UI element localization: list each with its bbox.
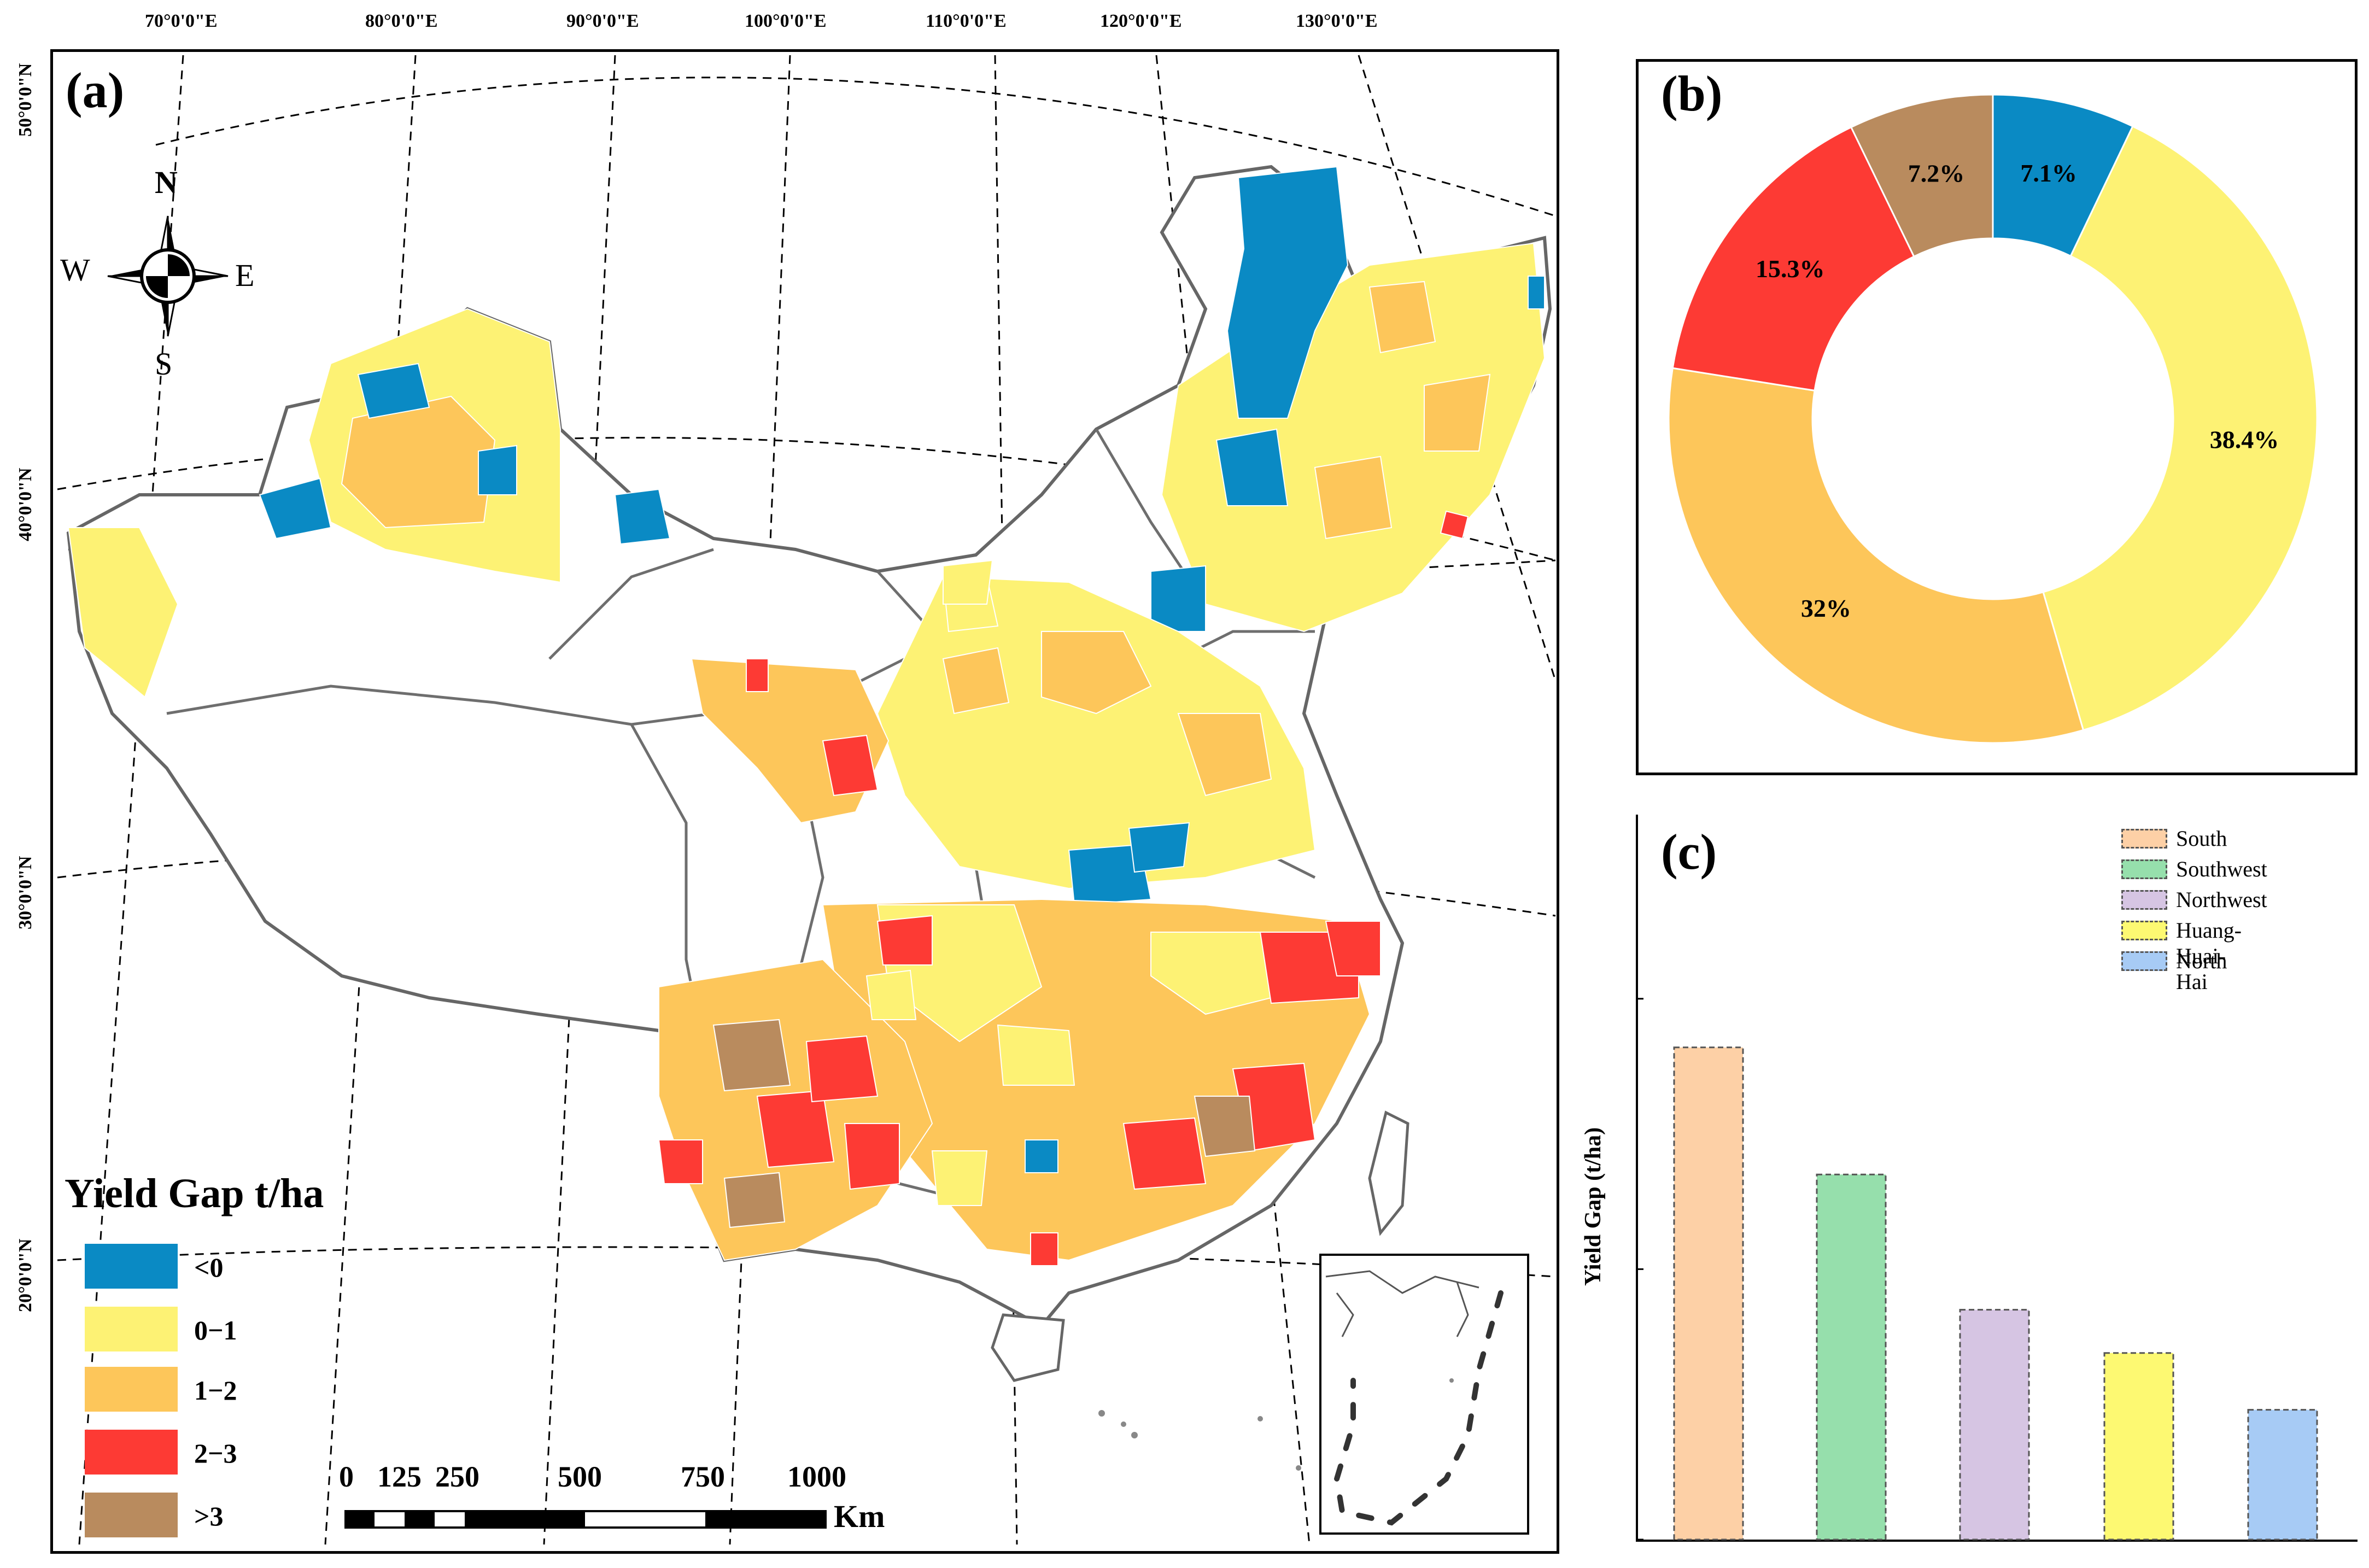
donut-slice-label: 32% — [1801, 594, 1851, 622]
scale-tick-0: 0 — [339, 1460, 354, 1493]
legend-label: Huang-Huai-Hai — [2176, 918, 2242, 994]
donut-slice — [1850, 93, 1994, 258]
donut-slice-label: 7.1% — [2020, 159, 2077, 187]
bar — [2247, 1409, 2318, 1541]
scale-tick-125: 125 — [377, 1460, 422, 1493]
donut-slice-label: 7.2% — [1908, 159, 1965, 187]
lon-label-90: 90°0'0"E — [566, 11, 639, 31]
inset-content — [1325, 1270, 1479, 1337]
donut-slice-label: 38.4% — [2210, 426, 2279, 454]
legend-swatch — [2121, 921, 2167, 940]
legend-label: >3 — [194, 1501, 224, 1531]
scale-tick-250: 250 — [435, 1460, 479, 1493]
scale-unit: Km — [834, 1499, 885, 1534]
hainan-outline — [991, 1313, 1065, 1382]
lon-label-100: 100°0'0"E — [745, 11, 827, 31]
map-panel — [50, 49, 1559, 1554]
compass-n: N — [155, 165, 178, 200]
panel-b-label: (b) — [1661, 66, 1723, 121]
lon-label-120: 120°0'0"E — [1100, 11, 1182, 31]
scale-tick-500: 500 — [558, 1460, 602, 1493]
lat-label-40: 40°0'0"N — [15, 467, 36, 541]
legend-swatch — [85, 1367, 178, 1412]
bar-chart: 012 — [1636, 998, 2318, 1541]
lat-label-50: 50°0'0"N — [15, 63, 36, 137]
donut-chart: 7.1% 38.4% 32% 15.3% 7.2% — [1668, 93, 2318, 744]
scale-tick-1000: 1000 — [787, 1460, 846, 1493]
inset-frame — [1319, 1254, 1529, 1535]
panel-a-label: (a) — [66, 62, 125, 118]
compass-rose — [107, 215, 229, 337]
legend-swatch — [2121, 829, 2167, 849]
legend-swatch — [2121, 890, 2167, 910]
legend-label: South — [2176, 826, 2227, 851]
lon-label-130: 130°0'0"E — [1296, 11, 1378, 31]
lat-label-30: 30°0'0"N — [15, 856, 36, 929]
lat-label-20: 20°0'0"N — [15, 1238, 36, 1312]
legend-label: 0−1 — [194, 1315, 237, 1345]
scattered-islands — [1098, 1378, 1454, 1471]
legend-label: Southwest — [2176, 857, 2267, 881]
legend-swatch — [85, 1307, 178, 1351]
legend-label: Northwest — [2176, 887, 2267, 912]
legend-label: <0 — [194, 1252, 224, 1283]
compass-e: E — [235, 258, 255, 293]
bar — [2103, 1352, 2174, 1541]
scale-bar-graphic — [344, 1510, 827, 1529]
lon-label-80: 80°0'0"E — [365, 11, 438, 31]
donut-slice — [1671, 126, 1915, 392]
bar — [1673, 1046, 1744, 1541]
donut-slice — [2042, 125, 2318, 732]
panel-c-label: (c) — [1661, 824, 1717, 880]
legend-swatch — [2121, 951, 2167, 971]
nine-dash-line — [1333, 1290, 1504, 1526]
legend-label: 2−3 — [194, 1438, 237, 1468]
yield-gap-regions — [67, 166, 1546, 1266]
legend-title: Yield Gap t/ha — [65, 1171, 324, 1216]
donut-slice — [1668, 367, 2085, 744]
legend-swatch — [85, 1430, 178, 1475]
bar-panel — [1636, 815, 2358, 1542]
donut-slice-label: 15.3% — [1756, 255, 1825, 283]
map-canvas — [57, 55, 1557, 1545]
compass-s: S — [155, 346, 173, 382]
legend-swatch — [85, 1493, 178, 1537]
bar — [1959, 1309, 2030, 1541]
legend-label: 1−2 — [194, 1375, 237, 1406]
lon-label-110: 110°0'0"E — [926, 11, 1007, 31]
legend-label: North — [2176, 949, 2227, 973]
bar — [1816, 1173, 1887, 1541]
lon-label-70: 70°0'0"E — [145, 11, 218, 31]
legend-swatch — [85, 1244, 178, 1289]
legend-swatch — [2121, 859, 2167, 879]
bar-y-axis-label: Yield Gap (t/ha) — [1581, 1127, 1606, 1286]
scale-tick-750: 750 — [681, 1460, 725, 1493]
taiwan-outline — [1368, 1110, 1409, 1236]
compass-w: W — [60, 252, 90, 288]
